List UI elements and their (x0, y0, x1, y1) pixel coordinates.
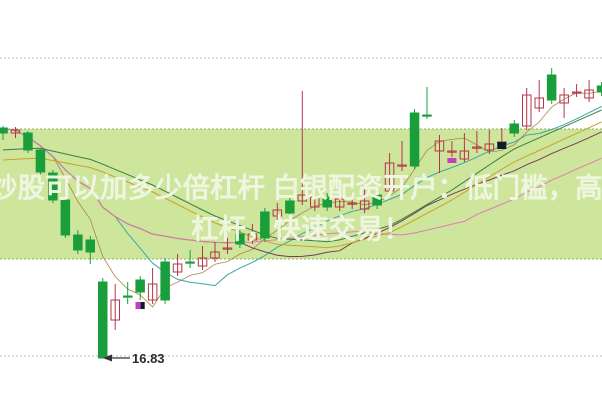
svg-text:16.83: 16.83 (132, 351, 165, 366)
